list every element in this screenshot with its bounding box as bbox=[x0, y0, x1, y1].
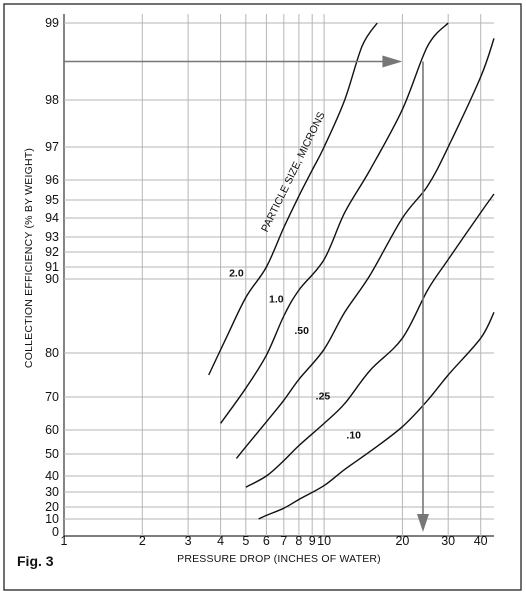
y-tick-93: 93 bbox=[45, 230, 59, 244]
y-tick-91: 91 bbox=[45, 260, 59, 274]
x-tick-3: 3 bbox=[185, 534, 192, 548]
y-tick-70: 70 bbox=[45, 390, 59, 404]
y-tick-40: 40 bbox=[45, 469, 59, 483]
curve-labels: 2.0 1.0 .50 .25 .10 bbox=[229, 268, 361, 442]
x-tick-5: 5 bbox=[242, 534, 249, 548]
x-tick-10: 10 bbox=[317, 534, 331, 548]
x-axis-title: PRESSURE DROP (INCHES OF WATER) bbox=[177, 553, 381, 565]
y-tick-90: 90 bbox=[45, 272, 59, 286]
y-tick-10: 10 bbox=[45, 512, 59, 526]
y-tick-80: 80 bbox=[45, 346, 59, 360]
x-tick-9: 9 bbox=[309, 534, 316, 548]
curve-label-.25: .25 bbox=[316, 391, 331, 403]
curve-.50 bbox=[235, 38, 495, 459]
y-tick-96: 96 bbox=[45, 173, 59, 187]
curve-label-.10: .10 bbox=[346, 429, 361, 441]
horizontal-arrow-head bbox=[382, 55, 403, 68]
y-tick-95: 95 bbox=[45, 193, 59, 207]
curve-.25 bbox=[245, 193, 495, 488]
y-tick-50: 50 bbox=[45, 447, 59, 461]
y-tick-0: 0 bbox=[52, 525, 59, 539]
reading-arrows bbox=[64, 55, 429, 532]
x-tick-4: 4 bbox=[217, 534, 224, 548]
x-tick-6: 6 bbox=[263, 534, 270, 548]
x-tick-2: 2 bbox=[139, 534, 146, 548]
figure-label: Fig. 3 bbox=[17, 553, 54, 569]
y-tick-20: 20 bbox=[45, 500, 59, 514]
efficiency-curves bbox=[208, 22, 495, 520]
curve-label-.50: .50 bbox=[294, 325, 309, 337]
x-tick-labels: 1 2 3 4 5 6 7 8 9 10 20 30 40 bbox=[61, 534, 488, 548]
x-tick-7: 7 bbox=[280, 534, 287, 548]
x-tick-8: 8 bbox=[295, 534, 302, 548]
y-tick-30: 30 bbox=[45, 485, 59, 499]
y-tick-60: 60 bbox=[45, 423, 59, 437]
curve-2.0 bbox=[208, 22, 378, 376]
x-tick-20: 20 bbox=[395, 534, 409, 548]
y-tick-94: 94 bbox=[45, 211, 59, 225]
y-axis-title: COLLECTION EFFICIENCY (% BY WEIGHT) bbox=[23, 147, 35, 369]
vertical-arrow-head bbox=[416, 514, 429, 532]
x-tick-40: 40 bbox=[474, 534, 488, 548]
y-tick-99: 99 bbox=[45, 16, 59, 30]
curve-label-2.0: 2.0 bbox=[229, 268, 244, 280]
x-tick-30: 30 bbox=[441, 534, 455, 548]
curve-label-1.0: 1.0 bbox=[269, 294, 284, 306]
y-tick-97: 97 bbox=[45, 140, 59, 154]
curve-.10 bbox=[258, 311, 495, 520]
y-tick-92: 92 bbox=[45, 245, 59, 259]
y-tick-98: 98 bbox=[45, 93, 59, 107]
x-tick-1: 1 bbox=[61, 534, 68, 548]
curve-1.0 bbox=[220, 22, 449, 424]
